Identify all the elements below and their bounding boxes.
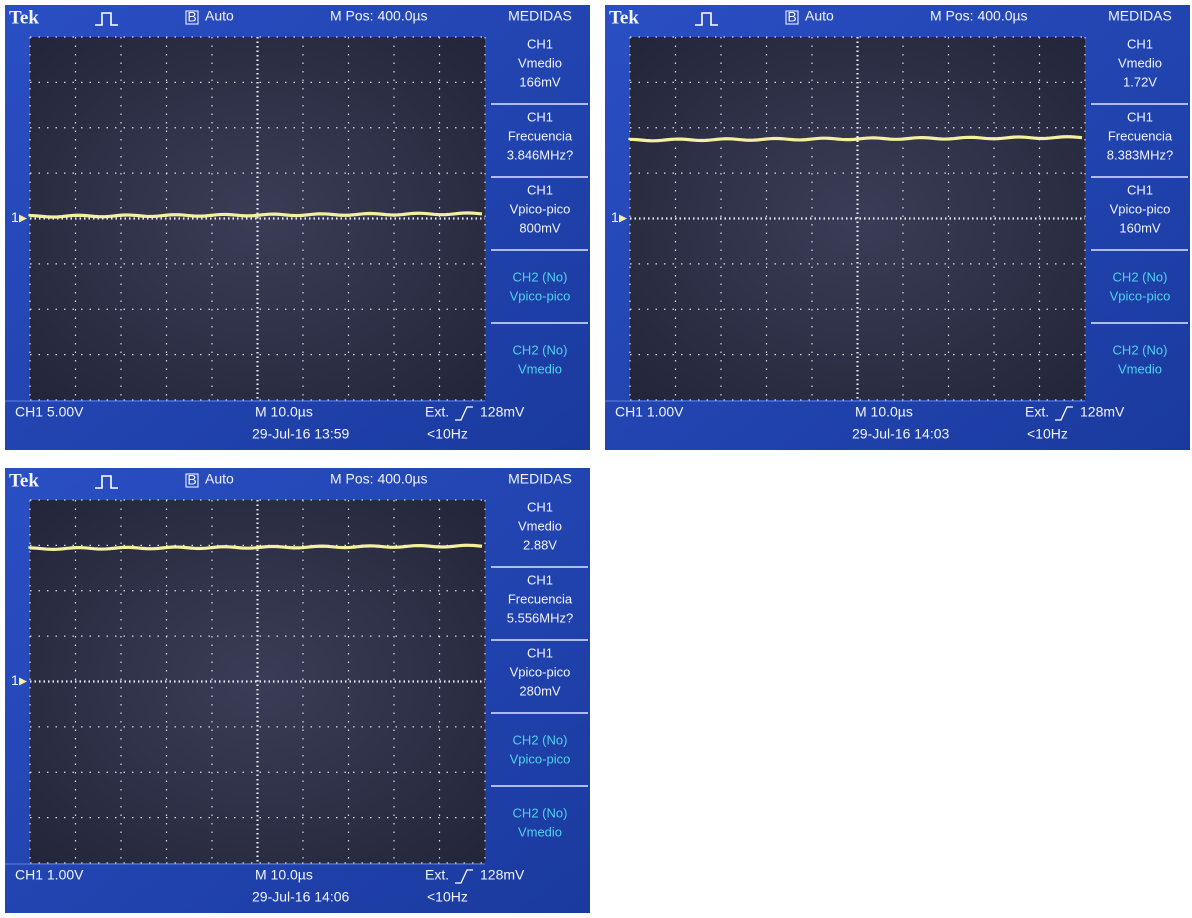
measurement-name: Vmedio: [518, 361, 562, 376]
mode: Auto: [205, 471, 234, 487]
measurement-value: 2.88V: [523, 537, 557, 552]
vertical-scale: CH1 1.00V: [15, 867, 84, 883]
scope-screen: 1 Tek B Auto M Pos: 400.0µs MEDIDAS CH1 Vmedio 1…: [605, 5, 1190, 450]
measurement-value: 5.556MHz?: [507, 610, 573, 625]
trigger-source: Ext.: [1025, 404, 1049, 420]
trigger-level: 128mV: [480, 867, 525, 883]
measurement-channel: CH2 (No): [1113, 269, 1168, 284]
timebase: M 10.0µs: [255, 867, 313, 883]
trigger-level: 128mV: [480, 404, 525, 420]
datetime: 29-Jul-16 14:03: [852, 426, 950, 442]
measurement-channel: CH1: [527, 182, 553, 197]
scope-screen: 1 Tek B Auto M Pos: 400.0µs MEDIDAS CH1 Vmedio 1…: [5, 5, 590, 450]
measurement-name: Frecuencia: [508, 591, 573, 606]
measurement-name: Vpico-pico: [510, 751, 571, 766]
datetime: 29-Jul-16 13:59: [252, 426, 350, 442]
measurement-channel: CH1: [527, 36, 553, 51]
scope-display: 1 Tek B Auto M Pos: 400.0µs MEDIDAS CH1 Vmedio 2…: [5, 468, 590, 913]
measurement-value: 800mV: [519, 220, 561, 235]
measurement-value: 280mV: [519, 683, 561, 698]
brand: Tek: [9, 7, 39, 28]
measurement-value: 1.72V: [1123, 74, 1157, 89]
mode: Auto: [205, 8, 234, 24]
measurement-name: Frecuencia: [508, 128, 573, 143]
measurement-channel: CH1: [527, 109, 553, 124]
menu-title: MEDIDAS: [508, 471, 572, 487]
vertical-scale: CH1 1.00V: [615, 404, 684, 420]
channel-marker: 1: [11, 672, 19, 688]
channel-marker: 1: [11, 209, 19, 225]
measurement-name: Vmedio: [518, 824, 562, 839]
measurement-name: Vpico-pico: [1110, 288, 1171, 303]
measurement-channel: CH1: [1127, 182, 1153, 197]
scope-display: 1 Tek B Auto M Pos: 400.0µs MEDIDAS CH1 Vmedio 1…: [5, 5, 590, 450]
measurement-name: Vpico-pico: [1110, 201, 1171, 216]
measurement-channel: CH1: [527, 499, 553, 514]
vertical-scale: CH1 5.00V: [15, 404, 84, 420]
measurement-value: 160mV: [1119, 220, 1161, 235]
mode-box-label: B: [787, 9, 796, 25]
measurement-channel: CH1: [527, 572, 553, 587]
measurement-name: Frecuencia: [1108, 128, 1173, 143]
channel-marker: 1: [611, 209, 619, 225]
measurement-channel: CH1: [527, 645, 553, 660]
measurement-value: 3.846MHz?: [507, 147, 573, 162]
measurement-channel: CH1: [1127, 36, 1153, 51]
measurement-channel: CH2 (No): [513, 805, 568, 820]
mode-box-label: B: [187, 9, 196, 25]
trigger-source: Ext.: [425, 404, 449, 420]
trigger-frequency: <10Hz: [1027, 426, 1068, 442]
brand: Tek: [9, 470, 39, 491]
measurement-channel: CH2 (No): [513, 732, 568, 747]
timebase: M 10.0µs: [855, 404, 913, 420]
measurement-name: Vpico-pico: [510, 201, 571, 216]
scope-screen: 1 Tek B Auto M Pos: 400.0µs MEDIDAS CH1 Vmedio 2…: [5, 468, 590, 913]
measurement-channel: CH1: [1127, 109, 1153, 124]
trigger-frequency: <10Hz: [427, 889, 468, 905]
trigger-level: 128mV: [1080, 404, 1125, 420]
scope-display: 1 Tek B Auto M Pos: 400.0µs MEDIDAS CH1 Vmedio 1…: [605, 5, 1190, 450]
measurement-channel: CH2 (No): [513, 269, 568, 284]
mode-box-label: B: [187, 472, 196, 488]
mode: Auto: [805, 8, 834, 24]
time-position: M Pos: 400.0µs: [330, 8, 428, 24]
timebase: M 10.0µs: [255, 404, 313, 420]
menu-title: MEDIDAS: [508, 8, 572, 24]
time-position: M Pos: 400.0µs: [330, 471, 428, 487]
measurement-channel: CH2 (No): [1113, 342, 1168, 357]
page: {"screens": [ {"header": {"brand": "Tek"…: [0, 0, 1192, 913]
trigger-frequency: <10Hz: [427, 426, 468, 442]
measurement-name: Vmedio: [518, 55, 562, 70]
measurement-name: Vmedio: [518, 518, 562, 533]
trigger-source: Ext.: [425, 867, 449, 883]
brand: Tek: [609, 7, 639, 28]
measurement-channel: CH2 (No): [513, 342, 568, 357]
menu-title: MEDIDAS: [1108, 8, 1172, 24]
time-position: M Pos: 400.0µs: [930, 8, 1028, 24]
measurement-name: Vpico-pico: [510, 288, 571, 303]
measurement-name: Vmedio: [1118, 361, 1162, 376]
measurement-value: 166mV: [519, 74, 561, 89]
datetime: 29-Jul-16 14:06: [252, 889, 350, 905]
measurement-name: Vpico-pico: [510, 664, 571, 679]
measurement-name: Vmedio: [1118, 55, 1162, 70]
measurement-value: 8.383MHz?: [1107, 147, 1173, 162]
